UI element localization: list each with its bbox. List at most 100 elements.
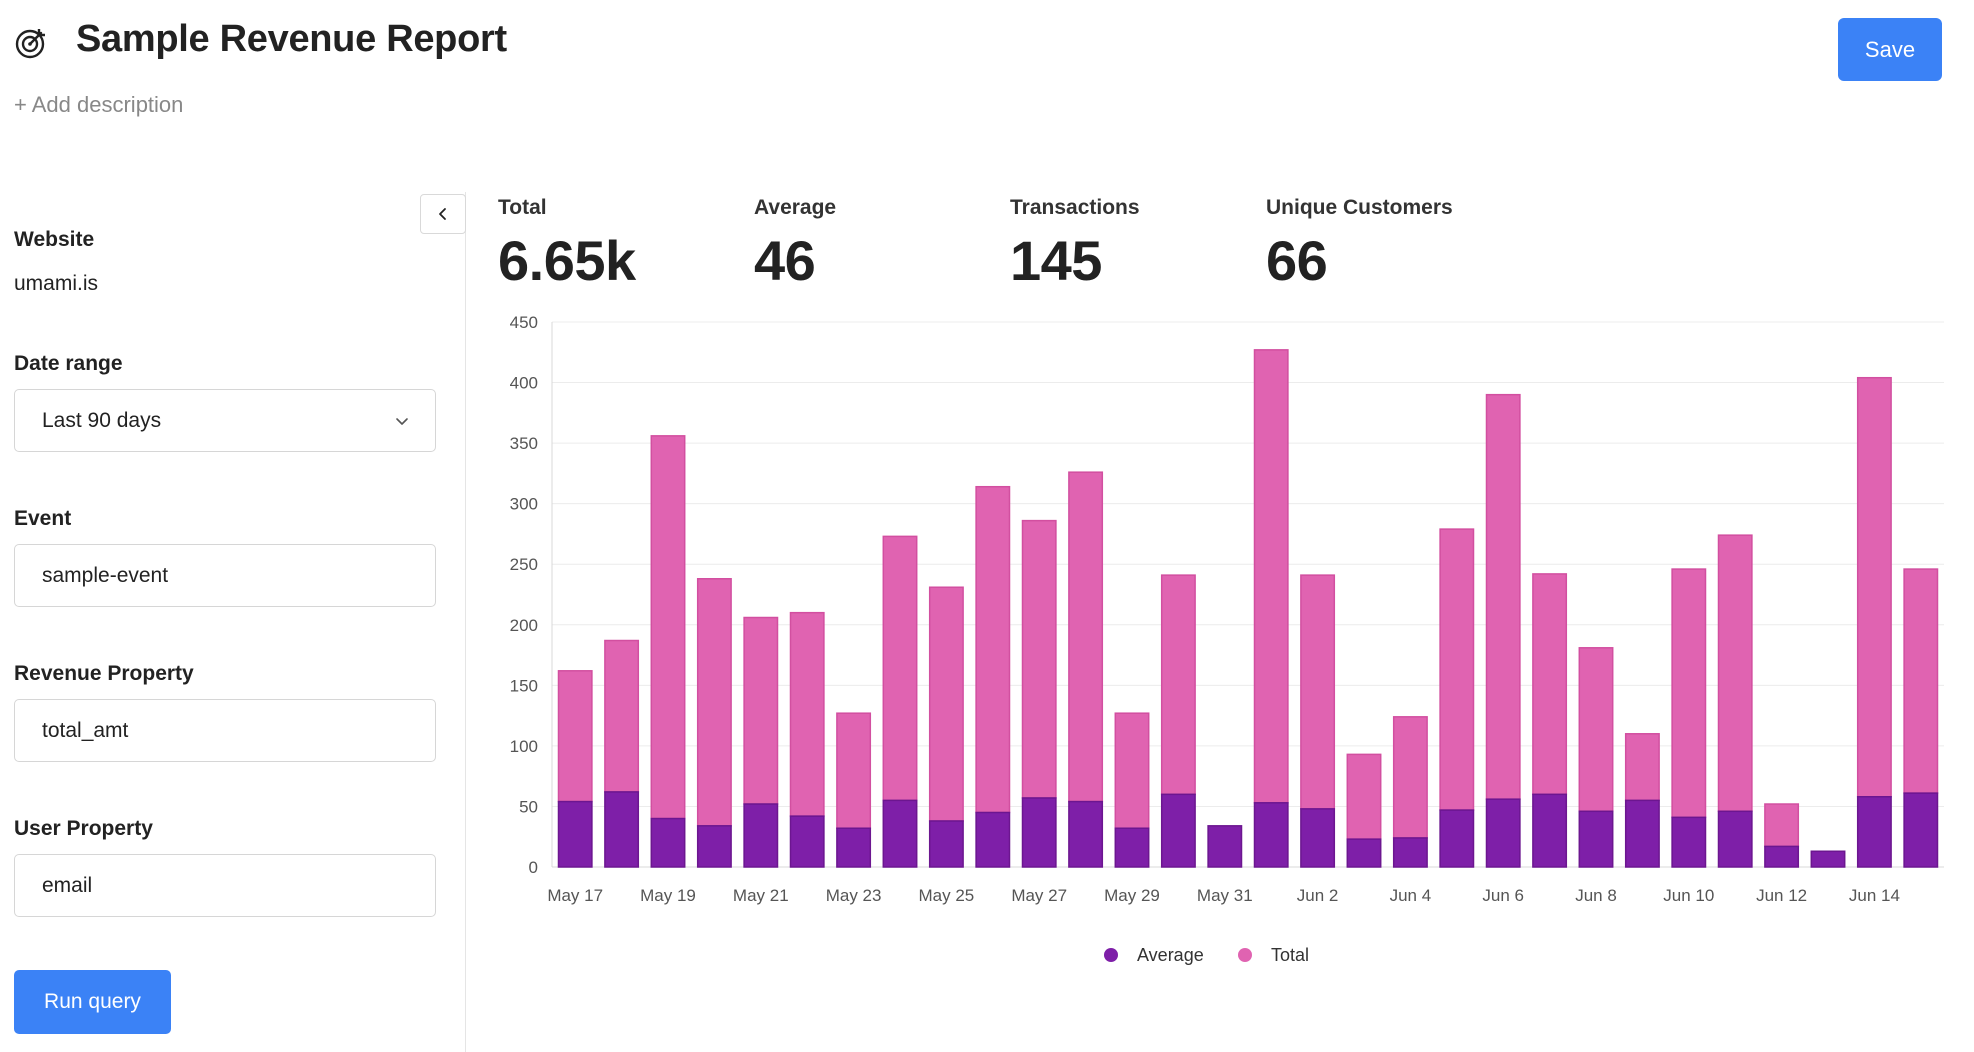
metric-value: 46 [754, 229, 816, 292]
bar-total [1671, 568, 1707, 819]
chevron-left-icon [439, 208, 446, 220]
y-tick-label: 250 [510, 555, 538, 574]
event-label: Event [14, 507, 72, 530]
bar-average [1439, 809, 1475, 868]
metric-label: Total [498, 196, 547, 219]
bar-total [1300, 574, 1336, 810]
x-tick-label: Jun 2 [1297, 886, 1339, 905]
x-tick-label: May 19 [640, 886, 696, 905]
bar-average [1300, 808, 1336, 868]
revenue-property-field[interactable] [42, 718, 435, 743]
bar-total [836, 712, 872, 829]
bar-average [1764, 845, 1800, 868]
bar-total [1532, 573, 1568, 796]
report-parameters-sidebar: Website umami.is Date range Last 90 days… [0, 192, 466, 1052]
revenue-property-input[interactable] [14, 699, 436, 762]
metric-total: Total 6.65k [498, 196, 636, 293]
y-tick-label: 450 [510, 313, 538, 332]
legend-total-label: Total [1271, 945, 1309, 965]
x-tick-label: May 31 [1197, 886, 1253, 905]
bar-total [1439, 528, 1475, 811]
y-tick-label: 200 [510, 616, 538, 635]
bar-average [836, 827, 872, 868]
bar-total [1485, 393, 1521, 800]
x-tick-label: Jun 4 [1390, 886, 1432, 905]
bar-total [1021, 519, 1057, 799]
bar-average [1856, 796, 1892, 868]
bar-total [1253, 349, 1289, 804]
y-tick-label: 100 [510, 737, 538, 756]
x-tick-label: May 27 [1011, 886, 1067, 905]
collapse-sidebar-button[interactable] [420, 194, 466, 234]
bar-average [1810, 850, 1846, 868]
bar-total [1578, 647, 1614, 813]
bar-total [1160, 574, 1196, 796]
bar-total [1903, 568, 1939, 794]
website-value: umami.is [14, 272, 99, 295]
x-tick-label: May 23 [826, 886, 882, 905]
bar-total [928, 586, 964, 822]
bar-total [696, 578, 732, 827]
x-tick-label: Jun 14 [1849, 886, 1900, 905]
event-input[interactable] [14, 544, 436, 607]
bar-total [882, 535, 918, 802]
x-tick-label: Jun 8 [1575, 886, 1617, 905]
legend-total-swatch [1238, 948, 1252, 962]
save-button[interactable]: Save [1838, 18, 1942, 81]
user-property-field[interactable] [42, 873, 435, 898]
bar-total [650, 435, 686, 820]
bar-average [1671, 816, 1707, 868]
bar-total [1764, 803, 1800, 848]
bar-average [1903, 792, 1939, 868]
bar-total [1346, 753, 1382, 840]
bar-total [604, 639, 640, 793]
page-title: Sample Revenue Report [76, 18, 507, 60]
user-property-input[interactable] [14, 854, 436, 917]
run-query-button[interactable]: Run query [14, 970, 171, 1034]
bar-average [882, 799, 918, 868]
x-tick-label: May 21 [733, 886, 789, 905]
bar-average [1578, 810, 1614, 868]
user-property-label: User Property [14, 817, 153, 840]
add-description-link[interactable]: + Add description [14, 92, 184, 117]
bar-average [1068, 800, 1104, 868]
bar-average [1485, 798, 1521, 868]
bar-average [696, 825, 732, 868]
bar-average [1392, 837, 1428, 868]
x-tick-label: Jun 12 [1756, 886, 1807, 905]
bar-average [789, 815, 825, 868]
bar-average [928, 820, 964, 868]
x-tick-label: May 17 [547, 886, 603, 905]
metric-label: Transactions [1010, 196, 1140, 219]
x-tick-label: Jun 6 [1482, 886, 1524, 905]
y-tick-label: 150 [510, 676, 538, 695]
bar-average [1346, 838, 1382, 868]
y-tick-label: 0 [529, 858, 538, 877]
metric-label: Unique Customers [1266, 196, 1453, 219]
y-tick-label: 400 [510, 374, 538, 393]
date-range-selected-value: Last 90 days [42, 408, 162, 432]
bar-total [557, 670, 593, 803]
bar-total [975, 485, 1011, 814]
bar-total [1068, 471, 1104, 803]
x-tick-label: Jun 10 [1663, 886, 1714, 905]
chevron-down-icon [396, 418, 408, 425]
bar-average [650, 817, 686, 868]
bar-average [1021, 797, 1057, 868]
revenue-bar-chart: 0 50 100 150 200 250 300 350 400 450 May 17 May 19 M… [510, 313, 1944, 965]
bar-average [1624, 799, 1660, 868]
bar-average [1253, 802, 1289, 868]
target-icon [15, 29, 45, 59]
bar-average [1717, 810, 1753, 868]
bar-total [1624, 733, 1660, 802]
bar-total [1717, 534, 1753, 813]
bar-average [1532, 793, 1568, 868]
x-tick-label: May 25 [919, 886, 975, 905]
metric-value: 6.65k [498, 229, 636, 292]
event-field[interactable] [42, 563, 435, 588]
bar-average [743, 803, 779, 868]
bar-total [1392, 716, 1428, 839]
metric-value: 66 [1266, 229, 1328, 292]
legend-average-swatch [1104, 948, 1118, 962]
date-range-select[interactable]: Last 90 days [14, 389, 436, 452]
